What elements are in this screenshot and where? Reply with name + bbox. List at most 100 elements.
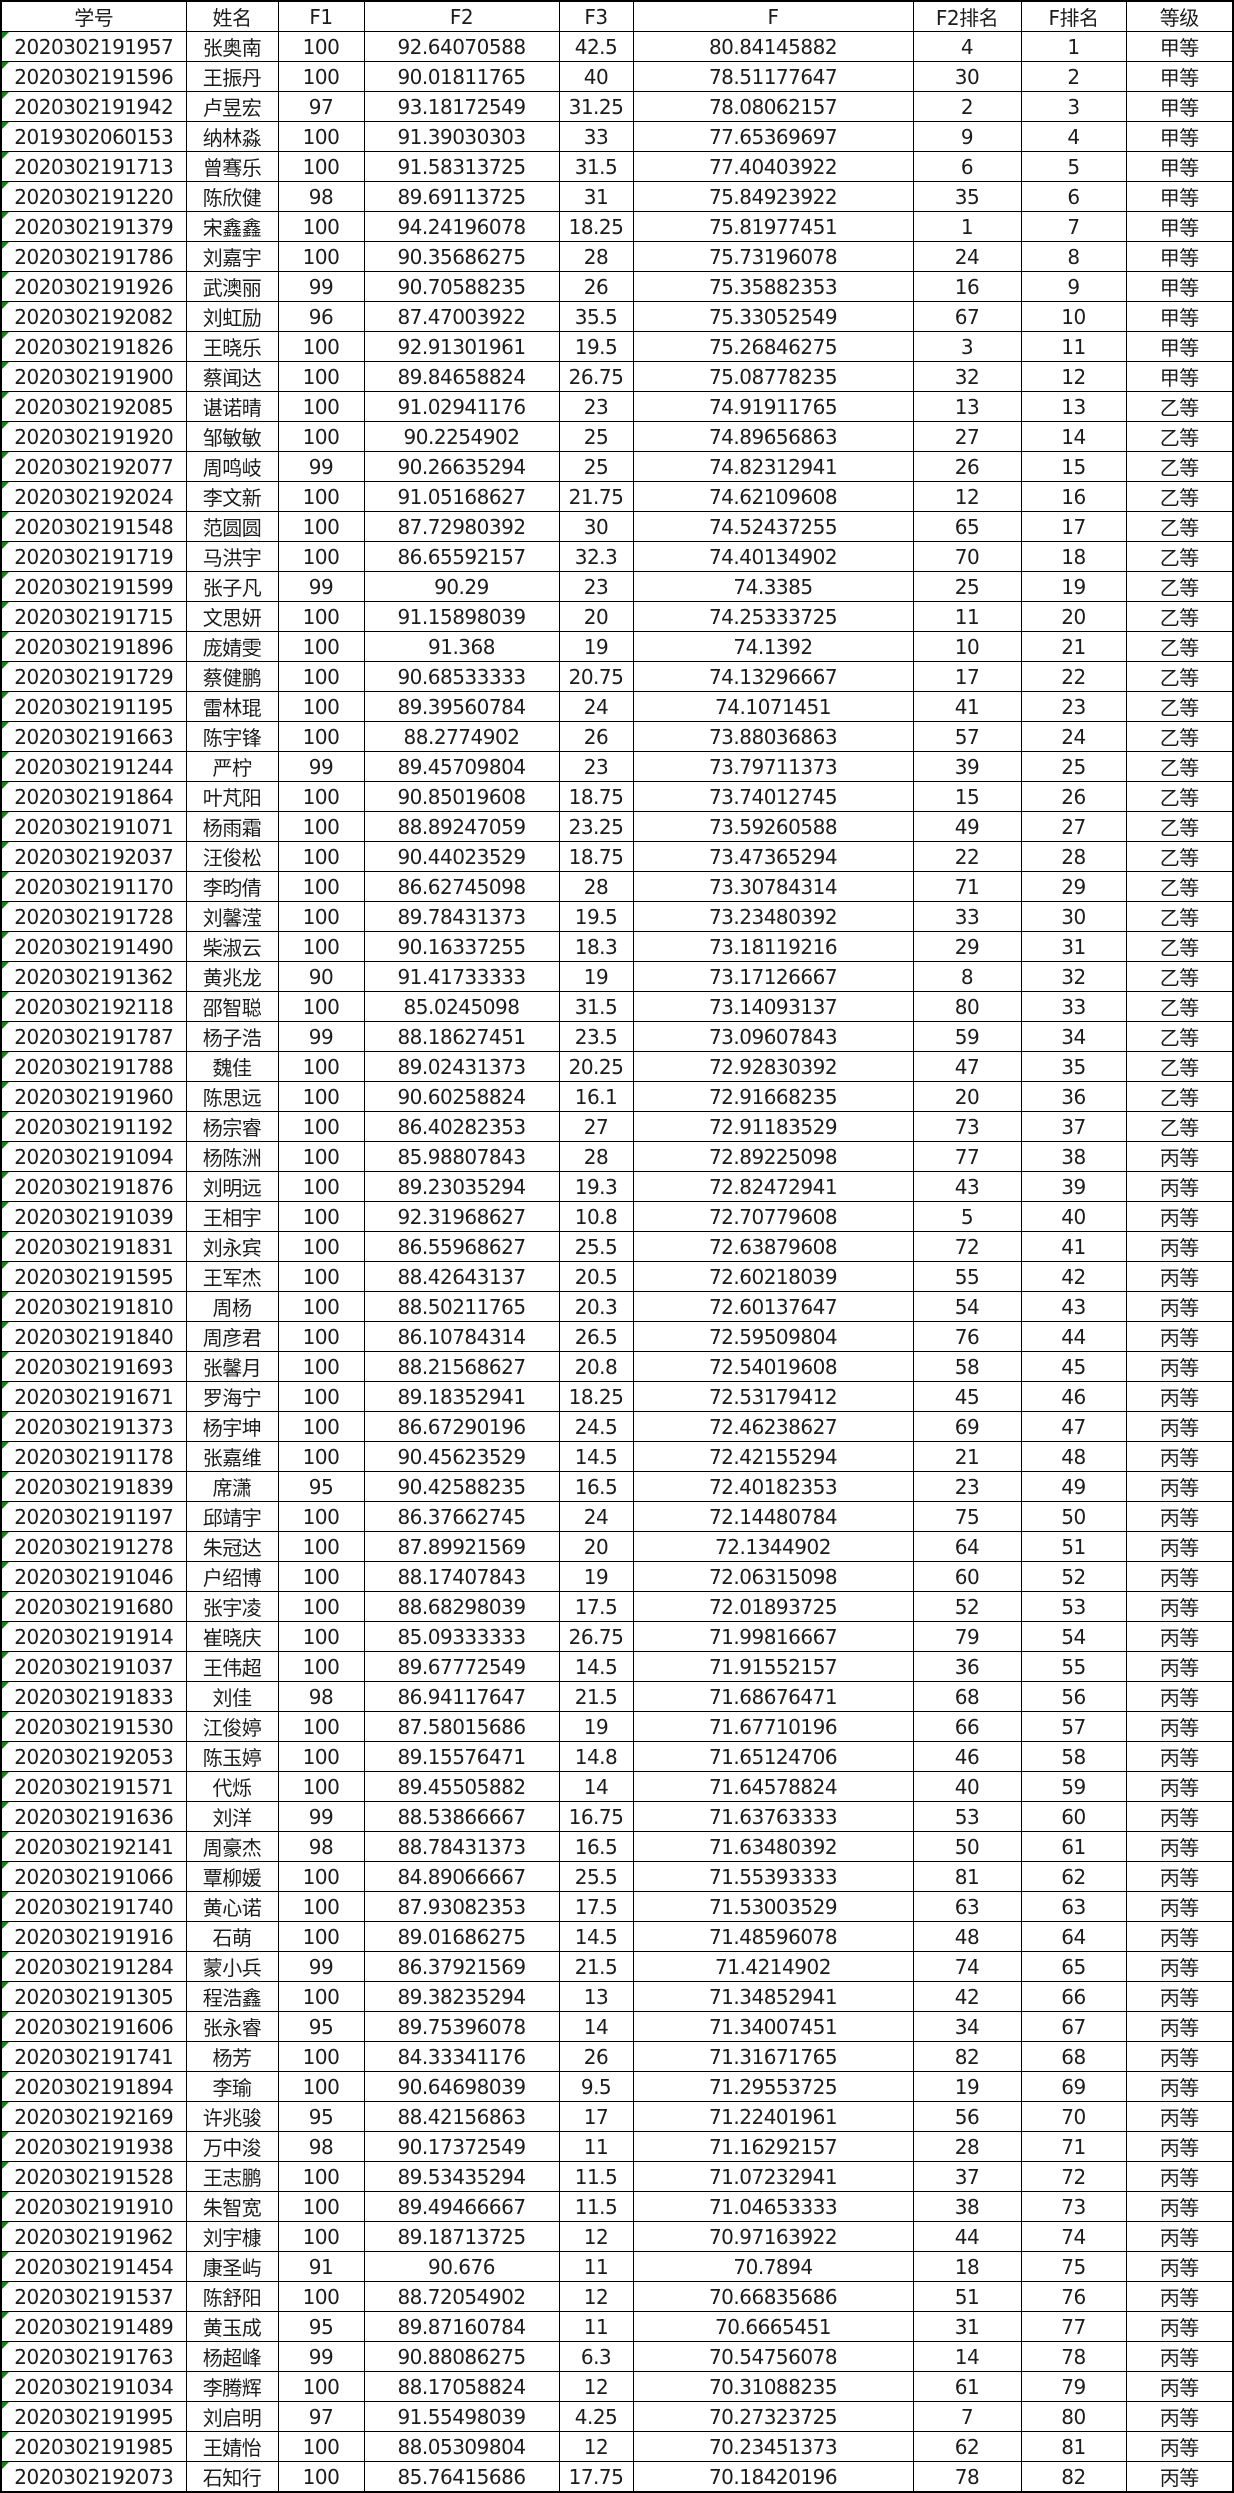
cell-student-id[interactable]: 2020302191910 [0,2191,187,2222]
cell-grade[interactable]: 乙等 [1125,871,1234,902]
cell-f3[interactable]: 23 [558,571,634,602]
cell-f-rank[interactable]: 54 [1020,1621,1127,1652]
cell-f2-rank[interactable]: 4 [912,31,1022,62]
cell-f2[interactable]: 84.33341176 [363,2041,560,2072]
cell-student-id[interactable]: 2020302191786 [0,241,187,272]
cell-student-id[interactable]: 2020302191599 [0,571,187,602]
cell-f3[interactable]: 19.3 [558,1171,634,1202]
cell-grade[interactable]: 乙等 [1125,571,1234,602]
cell-f2-rank[interactable]: 81 [912,1861,1022,1892]
cell-f[interactable]: 72.14480784 [632,1501,914,1532]
cell-name[interactable]: 万中浚 [185,2131,279,2162]
cell-name[interactable]: 朱冠达 [185,1531,279,1562]
cell-f3[interactable]: 9.5 [558,2071,634,2102]
cell-f3[interactable]: 26 [558,2041,634,2072]
cell-grade[interactable]: 丙等 [1125,1171,1234,1202]
cell-f2-rank[interactable]: 2 [912,91,1022,122]
cell-student-id[interactable]: 2020302191729 [0,661,187,692]
cell-f-rank[interactable]: 78 [1020,2341,1127,2372]
cell-name[interactable]: 李文新 [185,481,279,512]
cell-f-rank[interactable]: 17 [1020,511,1127,542]
cell-grade[interactable]: 甲等 [1125,301,1234,332]
cell-f2-rank[interactable]: 6 [912,151,1022,182]
cell-f3[interactable]: 31 [558,181,634,212]
cell-f2[interactable]: 90.70588235 [363,271,560,302]
cell-name[interactable]: 刘启明 [185,2401,279,2432]
cell-f3[interactable]: 26.5 [558,1321,634,1352]
cell-f2-rank[interactable]: 65 [912,511,1022,542]
cell-name[interactable]: 户绍博 [185,1561,279,1592]
cell-f2-rank[interactable]: 8 [912,961,1022,992]
cell-student-id[interactable]: 2020302191713 [0,151,187,182]
cell-f2[interactable]: 86.94117647 [363,1681,560,1712]
cell-f[interactable]: 71.65124706 [632,1741,914,1772]
cell-f2[interactable]: 89.87160784 [363,2311,560,2342]
cell-f1[interactable]: 100 [277,811,365,842]
cell-f-rank[interactable]: 34 [1020,1021,1127,1052]
cell-f[interactable]: 75.26846275 [632,331,914,362]
cell-student-id[interactable]: 2020302191362 [0,961,187,992]
cell-f[interactable]: 75.35882353 [632,271,914,302]
cell-grade[interactable]: 丙等 [1125,2191,1234,2222]
cell-f2[interactable]: 89.39560784 [363,691,560,722]
cell-f1[interactable]: 97 [277,91,365,122]
cell-f1[interactable]: 99 [277,751,365,782]
cell-f2-rank[interactable]: 57 [912,721,1022,752]
cell-f-rank[interactable]: 50 [1020,1501,1127,1532]
cell-name[interactable]: 卢昱宏 [185,91,279,122]
cell-f1[interactable]: 98 [277,181,365,212]
cell-name[interactable]: 杨芳 [185,2041,279,2072]
cell-f1[interactable]: 100 [277,1711,365,1742]
cell-grade[interactable]: 丙等 [1125,2251,1234,2282]
cell-f2-rank[interactable]: 54 [912,1291,1022,1322]
cell-name[interactable]: 刘佳 [185,1681,279,1712]
cell-f3[interactable]: 20 [558,601,634,632]
cell-student-id[interactable]: 2020302191454 [0,2251,187,2282]
cell-f2[interactable]: 89.23035294 [363,1171,560,1202]
cell-student-id[interactable]: 2020302191178 [0,1441,187,1472]
cell-f2[interactable]: 90.44023529 [363,841,560,872]
cell-f2-rank[interactable]: 63 [912,1891,1022,1922]
cell-f3[interactable]: 12 [558,2371,634,2402]
cell-student-id[interactable]: 2020302191244 [0,751,187,782]
cell-grade[interactable]: 丙等 [1125,1681,1234,1712]
cell-f-rank[interactable]: 74 [1020,2221,1127,2252]
cell-grade[interactable]: 乙等 [1125,511,1234,542]
cell-f3[interactable]: 26 [558,721,634,752]
cell-name[interactable]: 文思妍 [185,601,279,632]
cell-f2[interactable]: 87.72980392 [363,511,560,542]
cell-f-rank[interactable]: 49 [1020,1471,1127,1502]
cell-f[interactable]: 72.1344902 [632,1531,914,1562]
column-header-f1[interactable]: F1 [277,0,365,32]
cell-f1[interactable]: 100 [277,1141,365,1172]
cell-name[interactable]: 王婧怡 [185,2431,279,2462]
cell-f3[interactable]: 18.3 [558,931,634,962]
cell-grade[interactable]: 丙等 [1125,1381,1234,1412]
cell-f1[interactable]: 100 [277,1651,365,1682]
cell-f[interactable]: 72.46238627 [632,1411,914,1442]
cell-f2-rank[interactable]: 9 [912,121,1022,152]
cell-f1[interactable]: 100 [277,61,365,92]
cell-f2-rank[interactable]: 80 [912,991,1022,1022]
cell-f1[interactable]: 100 [277,1771,365,1802]
cell-f[interactable]: 72.63879608 [632,1231,914,1262]
cell-f1[interactable]: 100 [277,1261,365,1292]
cell-student-id[interactable]: 2020302191957 [0,31,187,62]
cell-f2-rank[interactable]: 21 [912,1441,1022,1472]
cell-f[interactable]: 73.17126667 [632,961,914,992]
cell-student-id[interactable]: 2020302191876 [0,1171,187,1202]
cell-f-rank[interactable]: 72 [1020,2161,1127,2192]
cell-name[interactable]: 刘嘉宇 [185,241,279,272]
cell-grade[interactable]: 甲等 [1125,271,1234,302]
cell-f2[interactable]: 88.42156863 [363,2101,560,2132]
cell-student-id[interactable]: 2020302191962 [0,2221,187,2252]
cell-f-rank[interactable]: 38 [1020,1141,1127,1172]
cell-f2[interactable]: 92.31968627 [363,1201,560,1232]
cell-grade[interactable]: 甲等 [1125,331,1234,362]
cell-f[interactable]: 72.82472941 [632,1171,914,1202]
cell-f2-rank[interactable]: 10 [912,631,1022,662]
cell-f1[interactable]: 100 [277,361,365,392]
cell-f2-rank[interactable]: 78 [912,2461,1022,2493]
cell-name[interactable]: 李昀倩 [185,871,279,902]
cell-f3[interactable]: 25 [558,451,634,482]
